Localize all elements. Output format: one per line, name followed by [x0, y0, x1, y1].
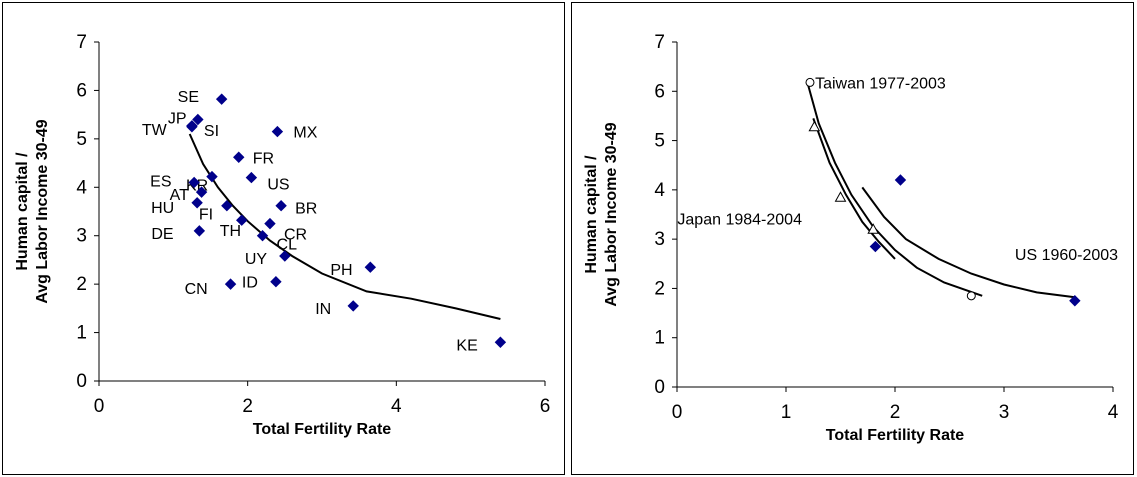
data-point-us	[894, 174, 907, 186]
x-tick-label: 4	[391, 396, 402, 417]
y-tick-label: 5	[76, 129, 87, 150]
point-label: ID	[242, 275, 258, 292]
point-label: KE	[456, 337, 477, 354]
y-axis-title-line: Avg Labor Income 30-49	[34, 119, 51, 303]
x-tick-label: 2	[890, 402, 901, 423]
data-point-taiwan	[805, 77, 815, 87]
series-label: US 1960-2003	[1015, 247, 1118, 264]
point-label: TW	[142, 122, 168, 139]
point-label: TH	[220, 223, 241, 240]
y-axis-title-line: Human capital /	[583, 155, 600, 274]
data-point-at	[195, 186, 208, 198]
y-tick-label: 1	[76, 323, 87, 344]
trend-curve-circle	[806, 83, 983, 297]
data-point-de	[193, 225, 206, 237]
data-point-kr	[206, 170, 218, 183]
trend-curve-diamond	[861, 186, 1075, 299]
y-tick-label: 4	[654, 180, 665, 201]
point-label: CN	[185, 281, 208, 298]
x-tick-label: 1	[781, 402, 792, 423]
data-point-br	[275, 199, 287, 212]
x-axis-title: Total Fertility Rate	[826, 427, 964, 444]
data-point-ke	[494, 336, 507, 348]
left-chart-panel: 0 1 2 3 4 5 6 7 0 2 4 6 Total Fertility Rate Human ca…	[2, 2, 565, 475]
data-point-cl	[256, 230, 269, 242]
data-point-us	[245, 171, 258, 184]
y-tick-label: 6	[654, 81, 665, 102]
point-label: PH	[330, 262, 352, 279]
point-label: CL	[277, 237, 298, 254]
y-tick-label: 3	[654, 229, 665, 250]
data-point-id	[270, 276, 282, 288]
point-label: BR	[295, 201, 317, 218]
x-tick-label: 2	[242, 396, 253, 417]
data-point-taiwan	[966, 291, 976, 301]
x-tick-label: 4	[1108, 402, 1119, 423]
y-tick-label: 7	[654, 32, 665, 53]
y-tick-label: 2	[76, 274, 87, 295]
data-point-jp	[192, 113, 204, 126]
trend-curve-triangle	[812, 118, 896, 260]
x-tick-label: 3	[999, 402, 1010, 423]
data-point-us	[1069, 295, 1081, 307]
series-label: Taiwan 1977-2003	[815, 75, 946, 92]
y-axis-title-line: Avg Labor Income 30-49	[603, 122, 620, 306]
data-point-th	[236, 214, 248, 226]
y-tick-label: 7	[76, 32, 87, 53]
data-point-us	[869, 240, 882, 253]
left-scatter-chart: 0 1 2 3 4 5 6 7 0 2 4 6 Total Fertility Rate Human ca…	[14, 32, 551, 438]
x-axis-title: Total Fertility Rate	[253, 421, 391, 438]
point-label: MX	[293, 125, 317, 142]
data-point-uy	[279, 250, 291, 262]
series-label: Japan 1984-2004	[677, 211, 802, 228]
data-point-mx	[271, 125, 284, 138]
data-point-in	[347, 300, 359, 312]
y-tick-label: 5	[654, 131, 665, 152]
right-scatter-chart: 0 1 2 3 4 5 6 7 0 1 2 3 4 Total Fertility Rate Human c…	[583, 32, 1119, 444]
y-tick-label: 1	[654, 328, 665, 349]
point-label: SI	[204, 123, 219, 140]
y-tick-label: 0	[76, 371, 87, 392]
point-label: FR	[253, 150, 274, 167]
data-point-japan	[834, 191, 847, 202]
point-label: JP	[168, 110, 187, 127]
x-tick-label: 6	[540, 396, 551, 417]
trend-line	[188, 133, 501, 320]
y-tick-label: 0	[654, 377, 665, 398]
point-label: UY	[245, 251, 268, 268]
y-axis-title-line: Human capital /	[14, 152, 31, 271]
data-point-fi	[221, 199, 233, 212]
point-label: AT	[170, 187, 189, 204]
right-chart-panel: 0 1 2 3 4 5 6 7 0 1 2 3 4 Total Fertility Rate Human c…	[571, 2, 1134, 475]
data-point-fr	[233, 151, 245, 163]
y-tick-label: 3	[76, 226, 87, 247]
data-point-se	[215, 93, 228, 105]
data-point-japan	[808, 120, 821, 132]
data-point-ph	[364, 261, 377, 273]
point-label: IN	[315, 301, 331, 318]
x-tick-label: 0	[672, 402, 683, 423]
data-point-cn	[224, 278, 237, 290]
point-label: US	[267, 177, 289, 194]
data-point-si	[186, 120, 198, 132]
point-label: DE	[151, 226, 173, 243]
data-point-es	[188, 176, 200, 189]
point-label: SE	[178, 89, 199, 106]
data-point-cr	[264, 217, 276, 230]
y-tick-label: 2	[654, 278, 665, 299]
y-tick-label: 6	[76, 80, 87, 101]
data-point-japan	[867, 223, 880, 234]
point-label: HU	[151, 200, 174, 217]
data-point-hu	[191, 197, 203, 209]
point-label: FI	[199, 207, 213, 224]
y-tick-label: 4	[76, 177, 87, 198]
point-label: ES	[150, 173, 171, 190]
point-label: CR	[284, 227, 307, 244]
x-tick-label: 0	[94, 396, 105, 417]
